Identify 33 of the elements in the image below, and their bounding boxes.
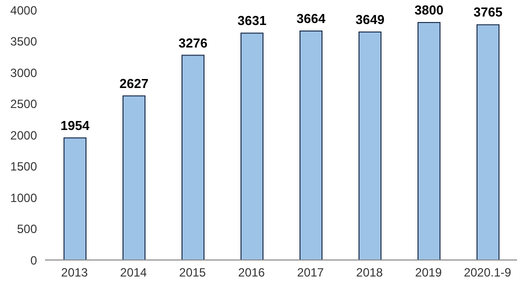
y-tick-label: 4000 xyxy=(10,3,38,18)
bar xyxy=(122,95,146,260)
bar xyxy=(418,22,440,260)
y-tick-label: 2500 xyxy=(10,97,38,112)
bar xyxy=(64,137,86,260)
x-tick-label: 2020.1-9 xyxy=(464,266,512,280)
y-tick-label: 3500 xyxy=(10,34,38,49)
data-label: 3765 xyxy=(474,4,502,20)
data-label: 3276 xyxy=(178,35,208,50)
y-tick-label: 1000 xyxy=(10,190,38,205)
y-tick-label: 1500 xyxy=(10,160,38,174)
x-tick-label: 2019 xyxy=(415,266,442,280)
y-tick-label: 2000 xyxy=(10,128,38,142)
bar xyxy=(182,54,204,260)
y-tick-label: 500 xyxy=(16,222,38,236)
data-label: 3631 xyxy=(238,13,266,28)
x-tick-label: 2013 xyxy=(61,266,88,280)
bar xyxy=(240,32,264,260)
x-tick-label: 2017 xyxy=(297,266,324,280)
data-label: 2627 xyxy=(120,76,148,91)
bar xyxy=(358,31,382,260)
data-label: 3664 xyxy=(296,11,326,26)
bar xyxy=(300,30,322,260)
bar xyxy=(476,24,500,260)
x-tick-label: 2016 xyxy=(238,266,266,280)
data-label: 3649 xyxy=(356,12,384,27)
y-tick-label: 0 xyxy=(30,253,38,268)
x-tick-label: 2015 xyxy=(179,266,206,280)
data-label: 3800 xyxy=(414,2,444,18)
x-tick-label: 2014 xyxy=(120,266,148,280)
x-tick-label: 2018 xyxy=(356,266,384,280)
y-tick-label: 3000 xyxy=(10,66,38,80)
data-label: 1954 xyxy=(60,118,90,133)
